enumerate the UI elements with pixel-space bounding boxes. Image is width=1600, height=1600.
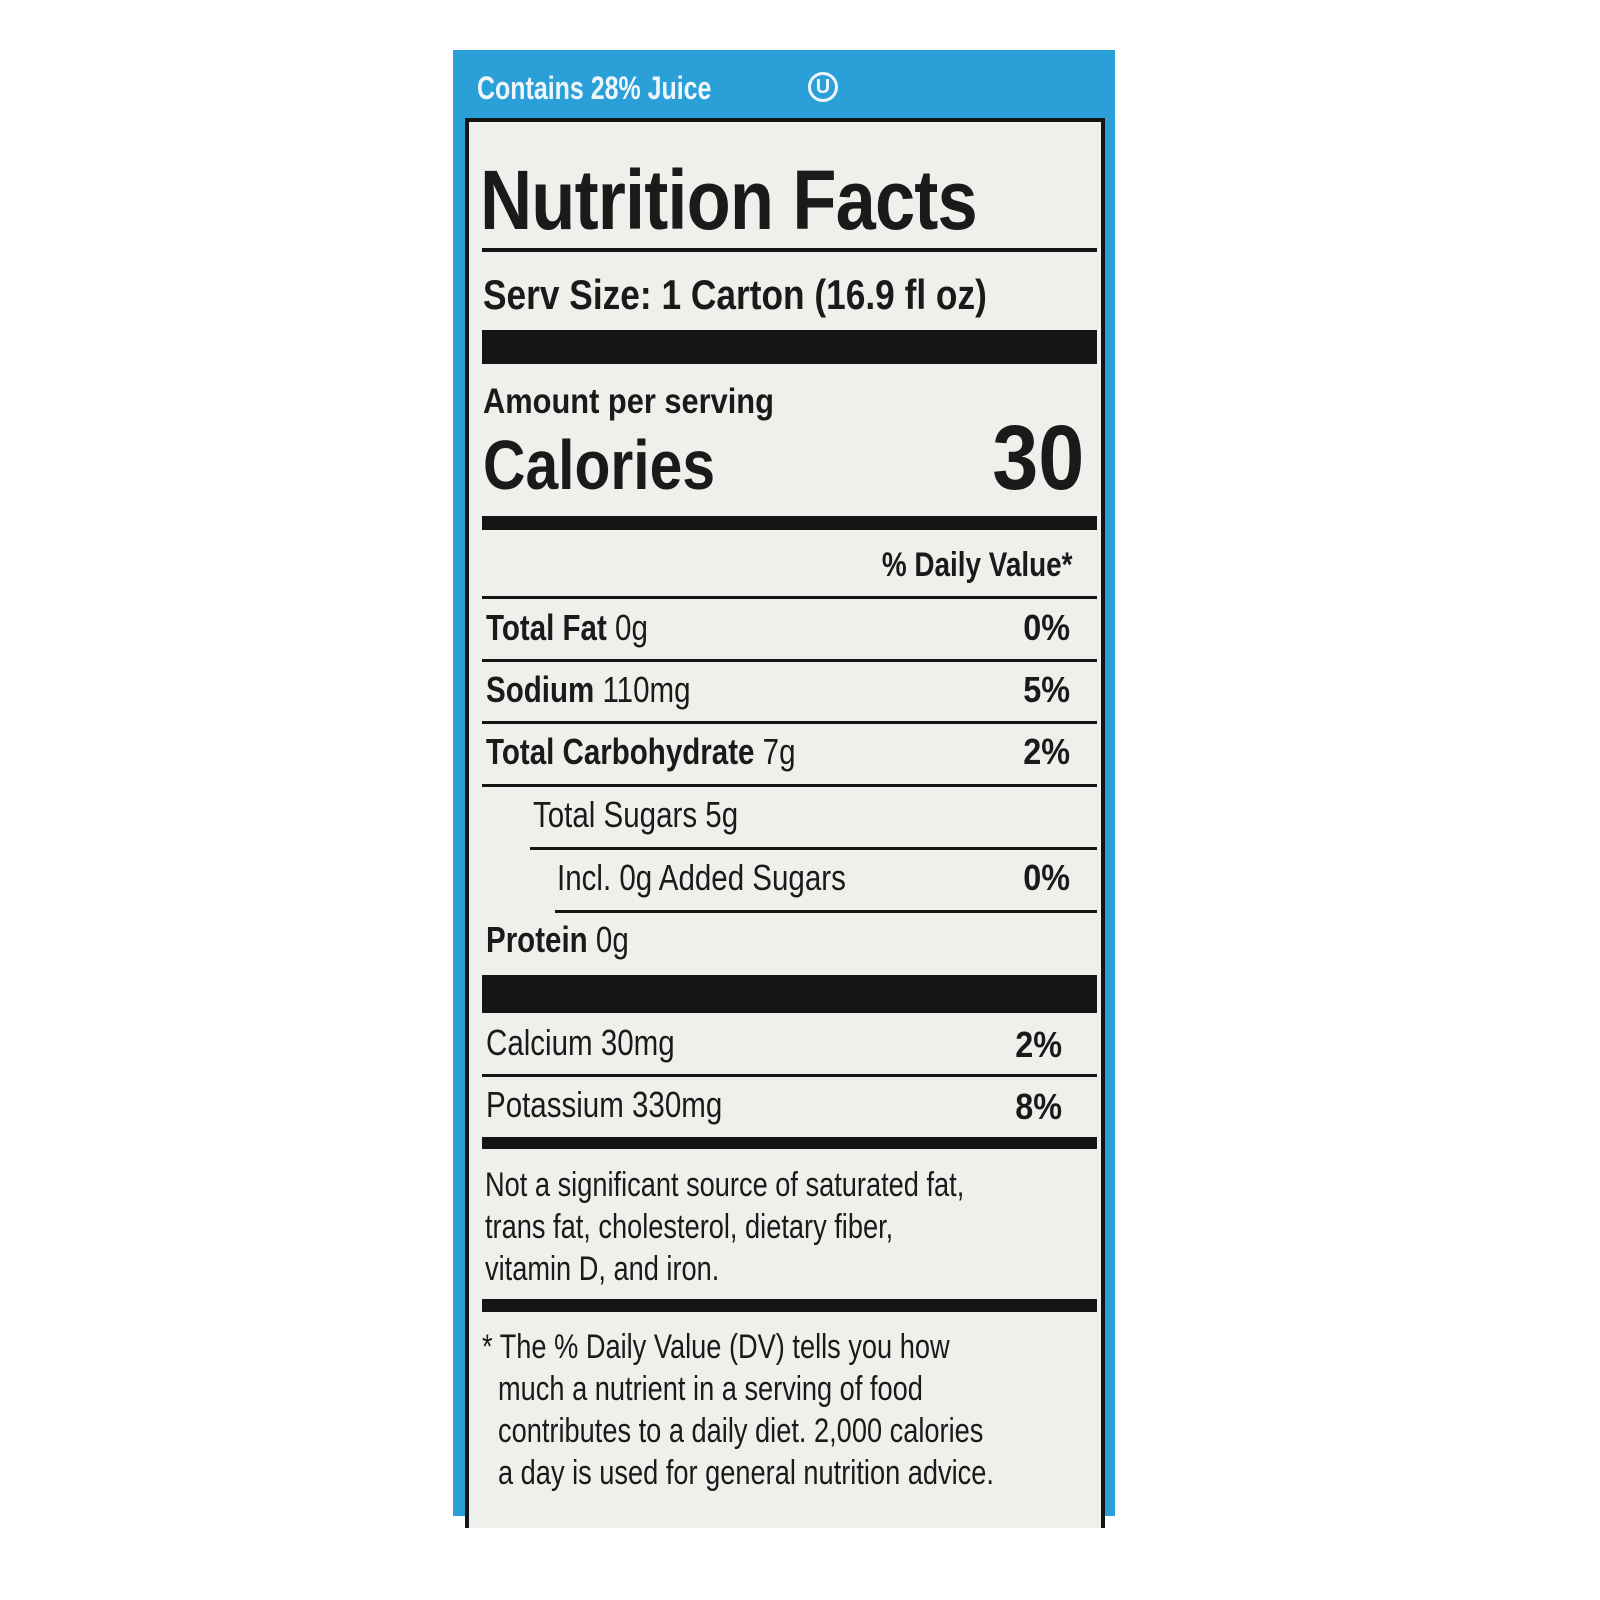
calories-value: 30 bbox=[991, 407, 1084, 509]
dv-sodium: 5% bbox=[1023, 669, 1070, 710]
divider bbox=[482, 784, 1097, 787]
divider bbox=[482, 721, 1097, 724]
nutrient-row-total-sugars: Total Sugars 5g bbox=[533, 794, 739, 835]
dv-total-fat: 0% bbox=[1023, 607, 1070, 648]
dv-potassium: 8% bbox=[1015, 1086, 1062, 1127]
thick-divider bbox=[482, 1137, 1097, 1149]
serving-size: Serv Size: 1 Carton (16.9 fl oz) bbox=[483, 271, 987, 318]
dv-added-sugars: 0% bbox=[1023, 857, 1070, 898]
not-significant-note: Not a significant source of saturated fa… bbox=[485, 1166, 965, 1288]
daily-value-header: % Daily Value* bbox=[881, 546, 1072, 584]
divider bbox=[555, 910, 1097, 913]
thick-divider bbox=[482, 1299, 1097, 1312]
divider bbox=[482, 248, 1097, 252]
dv-calcium: 2% bbox=[1015, 1024, 1062, 1065]
nutrient-row-added-sugars: Incl. 0g Added Sugars bbox=[557, 857, 846, 898]
nutrient-row-protein: Protein 0g bbox=[486, 919, 629, 960]
nutrient-row-potassium: Potassium 330mg bbox=[486, 1084, 723, 1125]
divider bbox=[482, 596, 1097, 599]
label-title: Nutrition Facts bbox=[480, 153, 978, 247]
juice-content-text: Contains 28% Juice bbox=[477, 70, 712, 106]
nutrient-row-calcium: Calcium 30mg bbox=[486, 1022, 675, 1063]
nutrient-row-total-carbohydrate: Total Carbohydrate 7g bbox=[486, 731, 796, 772]
dv-total-carbohydrate: 2% bbox=[1023, 731, 1070, 772]
divider bbox=[482, 1074, 1097, 1077]
daily-value-footnote: * The % Daily Value (DV) tells you how m… bbox=[482, 1328, 994, 1492]
divider bbox=[530, 847, 1097, 850]
calories-label: Calories bbox=[483, 426, 716, 504]
thick-divider bbox=[482, 516, 1097, 530]
nutrient-row-total-fat: Total Fat 0g bbox=[486, 607, 648, 648]
kosher-symbol-icon: U bbox=[808, 72, 838, 102]
nutrient-row-sodium: Sodium 110mg bbox=[486, 669, 691, 710]
thick-divider bbox=[482, 975, 1097, 1013]
amount-per-serving: Amount per serving bbox=[483, 382, 774, 421]
divider bbox=[482, 659, 1097, 662]
thick-divider bbox=[482, 330, 1097, 364]
